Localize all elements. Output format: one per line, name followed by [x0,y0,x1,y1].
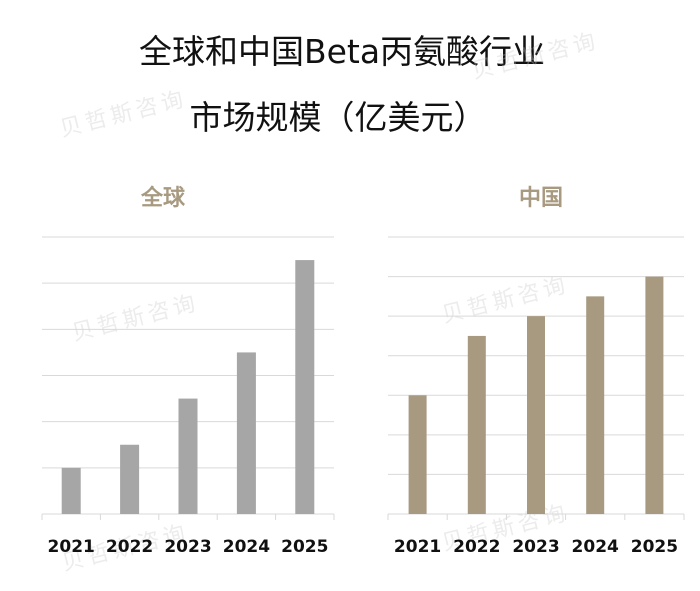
global-tick-label-2023: 2023 [164,537,211,557]
global-bar-2024 [236,352,256,514]
global-tick-label-2022: 2022 [106,537,153,557]
chart-title-line2: 市场规模（亿美元） [189,98,487,137]
china-tick-label-2025: 2025 [631,537,678,557]
global-bar-2022 [120,444,140,514]
global-bar-2025 [295,260,315,514]
global-bar-2023 [178,398,198,514]
global-bar-2021 [61,467,81,514]
china-tick-label-2022: 2022 [453,537,500,557]
china-tick-label-2024: 2024 [572,537,619,557]
china-bar-2023 [527,316,545,514]
global-tick-label-2025: 2025 [281,537,328,557]
china-bar-2021 [408,395,427,514]
global-tick-label-2024: 2024 [223,537,270,557]
china-bar-2025 [645,276,664,514]
global-tick-label-2021: 2021 [48,537,95,557]
china-bar-2022 [467,335,486,514]
china-chart-title: 中国 [518,186,563,211]
china-tick-label-2021: 2021 [394,537,441,557]
global-chart-title: 全球 [140,186,185,211]
china-tick-label-2023: 2023 [512,537,559,557]
chart-title-line1: 全球和中国Beta丙氨酸行业 [138,32,546,71]
china-bar-2024 [586,296,605,514]
